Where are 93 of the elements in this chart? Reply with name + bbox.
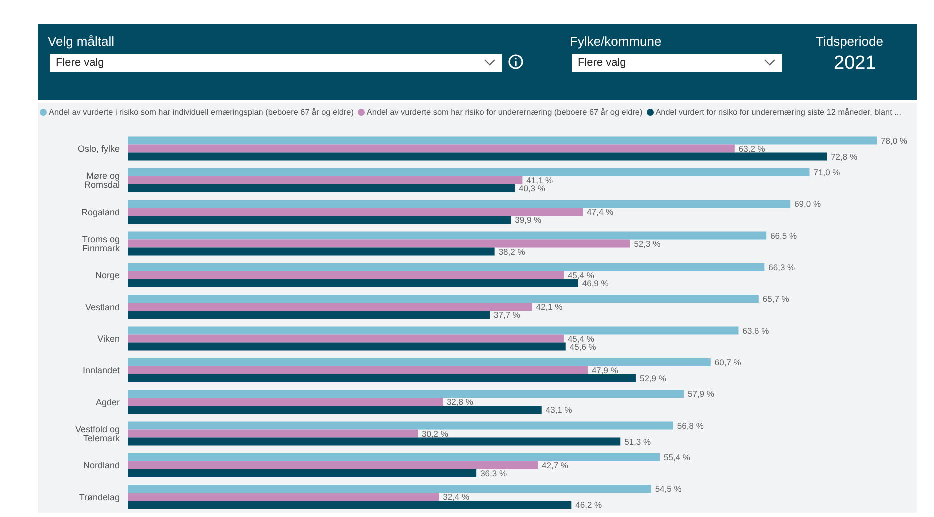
bar — [128, 279, 578, 288]
legend-label: Andel av vurderte som har risiko for underernæring (beboere 67 år og eldre) — [366, 108, 643, 117]
bar — [128, 295, 759, 304]
bar — [128, 232, 767, 240]
bar — [128, 208, 584, 216]
data-label: 60,7 % — [714, 357, 742, 368]
y-tick-label: Vestland — [85, 302, 120, 312]
bar — [128, 342, 566, 351]
data-label: 46,9 % — [582, 278, 610, 288]
data-label: 47,4 % — [587, 207, 614, 218]
bar — [128, 248, 495, 256]
y-tick-label: Norge — [95, 270, 120, 281]
data-label: 47,9 % — [592, 365, 619, 376]
bar — [128, 136, 877, 145]
data-label: 36,3 % — [480, 468, 508, 478]
data-label: 42,1 % — [536, 302, 564, 312]
data-label: 52,3 % — [634, 238, 662, 249]
bar — [128, 240, 630, 248]
y-tick-label: Viken — [98, 334, 120, 344]
bar — [128, 184, 515, 192]
bar — [128, 152, 828, 161]
bar — [128, 271, 564, 280]
y-tick-label: Oslo, fylke — [78, 144, 120, 154]
bar — [128, 216, 512, 224]
data-label: 32,4 % — [443, 492, 470, 502]
y-tick-label: Innlandet — [82, 366, 120, 376]
legend-label: Andel vurdert for risiko for underernæring siste 12 måneder, blant ... — [654, 108, 902, 117]
bar — [128, 303, 532, 312]
y-tick-label: Rogaland — [81, 207, 120, 218]
bar — [128, 326, 739, 335]
data-label: 63,6 % — [742, 326, 770, 336]
text: 2021 — [834, 53, 876, 75]
text: Tidsperiode — [816, 34, 884, 49]
bar — [128, 144, 735, 153]
bar — [128, 398, 443, 406]
bar — [128, 390, 684, 398]
legend-label: Andel av vurderte i risiko som har individuell ernæringsplan (beboere 67 år og eldre) — [48, 108, 354, 117]
data-label: 46,2 % — [576, 500, 603, 510]
y-tick-label: Troms og Finnmark — [82, 234, 120, 254]
bar — [128, 406, 542, 414]
data-label: 45,4 % — [568, 270, 595, 280]
data-label: 72,8 % — [831, 152, 858, 162]
y-tick-label: Møre og Romsdal — [84, 171, 120, 190]
data-label: 52,9 % — [640, 373, 667, 384]
bar — [128, 469, 477, 478]
data-label: 57,9 % — [688, 389, 715, 400]
bar — [128, 438, 621, 446]
data-label: 45,6 % — [570, 342, 597, 352]
bar — [128, 461, 538, 470]
data-label: 65,7 % — [762, 294, 790, 304]
bar — [128, 200, 791, 208]
data-label: 78,0 % — [881, 136, 908, 146]
bar — [128, 358, 711, 366]
data-label: 43,1 % — [546, 405, 573, 416]
bar — [128, 334, 564, 343]
text: Velg måltall — [48, 34, 114, 49]
data-label: 41,1 % — [526, 175, 554, 186]
data-label: 40,3 % — [518, 183, 546, 194]
y-tick-label: Agder — [96, 397, 120, 408]
data-label: 66,3 % — [768, 262, 796, 272]
bar — [128, 311, 490, 320]
data-label: 55,4 % — [664, 452, 691, 462]
bar — [128, 168, 810, 176]
data-label: 37,7 % — [494, 310, 521, 320]
bar — [128, 263, 765, 272]
bar — [128, 501, 572, 510]
data-label: 66,5 % — [770, 230, 798, 241]
data-label: 39,9 % — [515, 215, 542, 226]
data-label: 71,0 % — [814, 167, 841, 178]
data-label: 30,2 % — [422, 428, 449, 439]
data-label: 56,8 % — [677, 420, 704, 431]
bar — [128, 366, 588, 374]
bar — [128, 485, 652, 494]
data-label: 45,4 % — [568, 334, 595, 344]
data-label: 54,5 % — [655, 484, 682, 494]
text: Fylke/kommune — [570, 34, 662, 49]
bar — [128, 374, 636, 382]
y-tick-label: Nordland — [83, 460, 120, 471]
data-label: 69,0 % — [794, 199, 822, 210]
bar — [128, 422, 674, 430]
text: Flere valg — [56, 57, 104, 69]
text: Flere valg — [578, 57, 626, 69]
bar — [128, 430, 418, 438]
bar — [128, 493, 440, 502]
y-tick-label: Vestfold og Telemark — [75, 424, 120, 444]
y-tick-label: Trøndelag — [79, 492, 120, 502]
data-label: 51,3 % — [624, 436, 652, 447]
data-label: 42,7 % — [542, 460, 569, 470]
data-label: 32,8 % — [446, 397, 474, 408]
data-label: 38,2 % — [498, 246, 526, 257]
data-label: 63,2 % — [738, 144, 766, 154]
bar — [128, 453, 660, 462]
bar — [128, 176, 523, 184]
